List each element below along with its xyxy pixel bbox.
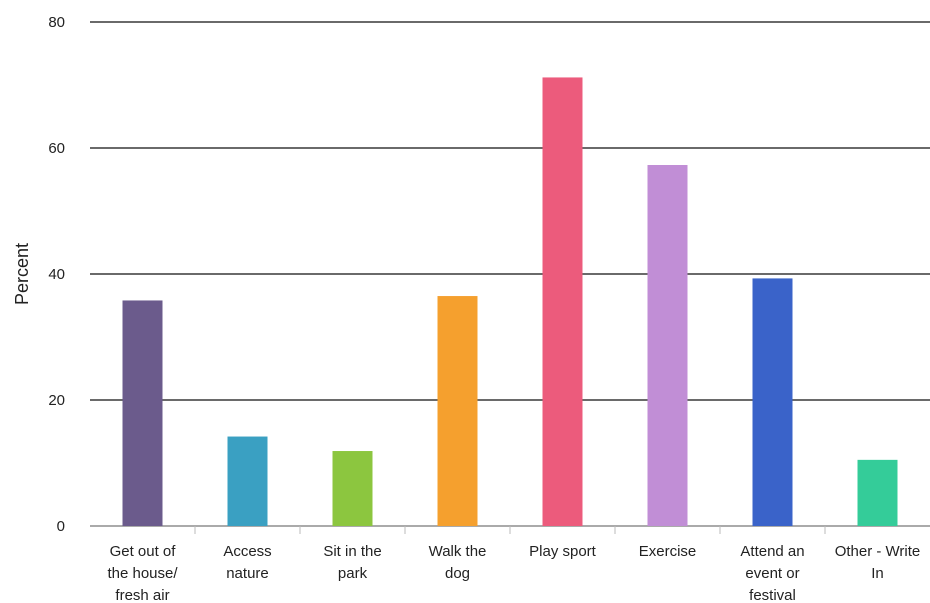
gridlines [90, 21, 930, 527]
x-tick-label: Attend an event or festival [740, 543, 804, 603]
x-tick-label: Walk the dog [429, 543, 487, 582]
x-tick-label: Access nature [223, 543, 271, 582]
x-tick-label: Sit in the park [323, 543, 381, 582]
bar [122, 300, 163, 526]
y-tick-label: 40 [48, 266, 65, 283]
bar [752, 278, 793, 526]
x-tick-label: Other - Write In [835, 543, 921, 582]
x-tick-label: Get out of the house/fresh air [107, 543, 178, 603]
y-tick-label: 80 [48, 14, 65, 31]
y-tick-label: 60 [48, 140, 65, 157]
bar [332, 451, 373, 526]
y-tick-label: 0 [57, 518, 65, 535]
y-axis-ticks: 0 20 40 60 80 [48, 14, 65, 535]
bar [542, 77, 583, 526]
y-axis-title: Percent [12, 243, 32, 305]
bars [122, 77, 898, 526]
x-tick-label: Exercise [639, 543, 697, 560]
x-axis-labels: Get out of the house/fresh air Access natur… [107, 526, 920, 603]
x-tick-label: Play sport [529, 543, 597, 560]
y-tick-label: 20 [48, 392, 65, 409]
bar [437, 296, 478, 526]
bar [227, 436, 268, 526]
bar [647, 165, 688, 526]
bar [857, 459, 898, 526]
